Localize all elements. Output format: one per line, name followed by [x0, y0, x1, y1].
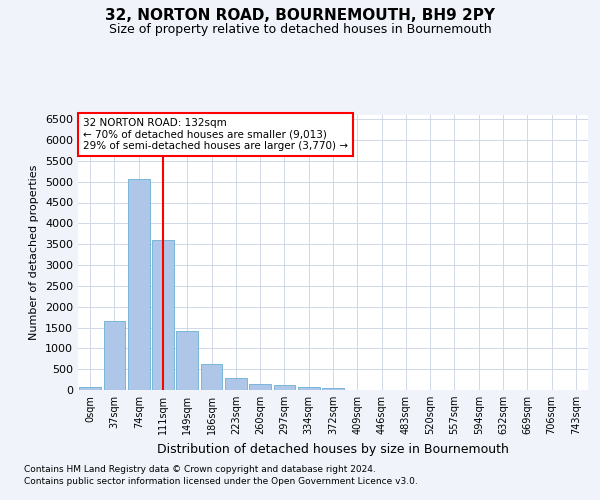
Bar: [152, 240, 174, 390]
Bar: [322, 388, 344, 390]
Y-axis label: Number of detached properties: Number of detached properties: [29, 165, 40, 340]
Bar: [200, 364, 223, 390]
Bar: [176, 331, 198, 390]
Bar: [249, 384, 271, 390]
Text: Size of property relative to detached houses in Bournemouth: Size of property relative to detached ho…: [109, 22, 491, 36]
Bar: [104, 322, 125, 390]
Bar: [128, 179, 149, 390]
Text: Contains HM Land Registry data © Crown copyright and database right 2024.: Contains HM Land Registry data © Crown c…: [24, 465, 376, 474]
Bar: [225, 378, 247, 390]
Text: Contains public sector information licensed under the Open Government Licence v3: Contains public sector information licen…: [24, 478, 418, 486]
Text: 32 NORTON ROAD: 132sqm
← 70% of detached houses are smaller (9,013)
29% of semi-: 32 NORTON ROAD: 132sqm ← 70% of detached…: [83, 118, 348, 151]
Bar: [79, 387, 101, 390]
Bar: [298, 387, 320, 390]
Text: 32, NORTON ROAD, BOURNEMOUTH, BH9 2PY: 32, NORTON ROAD, BOURNEMOUTH, BH9 2PY: [105, 8, 495, 22]
Bar: [274, 386, 295, 390]
Text: Distribution of detached houses by size in Bournemouth: Distribution of detached houses by size …: [157, 442, 509, 456]
